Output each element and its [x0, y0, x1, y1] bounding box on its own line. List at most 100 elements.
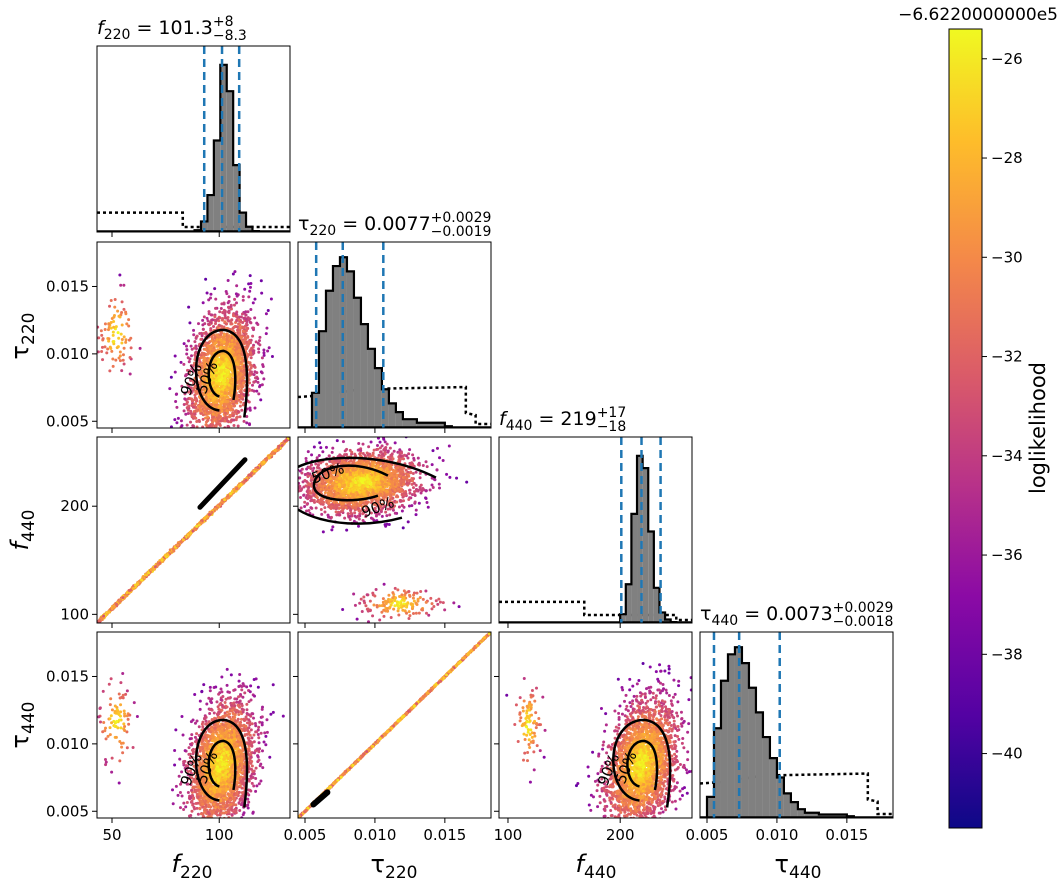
scatter-point	[226, 440, 229, 443]
scatter-point	[206, 352, 210, 356]
scatter-point	[179, 429, 182, 432]
scatter-point	[112, 325, 116, 329]
scatter-point	[321, 530, 325, 534]
scatter-point	[213, 287, 217, 291]
scatter-point	[185, 431, 188, 434]
scatter-point	[208, 448, 211, 451]
hist-bar	[318, 331, 326, 428]
scatter-point	[199, 337, 203, 341]
scatter-point	[118, 359, 122, 363]
scatter-point	[229, 440, 232, 443]
scatter-point	[258, 343, 262, 347]
hist-bar	[246, 226, 253, 232]
scatter-point	[214, 359, 218, 363]
scatter-point	[248, 371, 252, 375]
scatter-point	[200, 433, 203, 436]
scatter-point	[271, 450, 275, 454]
scatter-point	[116, 309, 120, 313]
scatter-point	[182, 402, 186, 406]
scatter-point	[239, 482, 243, 486]
scatter-point	[248, 289, 252, 293]
scatter-point	[193, 353, 197, 357]
scatter-point	[193, 430, 196, 433]
scatter-point	[185, 372, 189, 376]
scatter-point	[219, 333, 223, 337]
hist-bar	[213, 140, 221, 232]
hist-outline	[310, 256, 453, 428]
scatter-point	[199, 379, 203, 383]
scatter-point	[367, 445, 371, 449]
scatter-point	[197, 370, 201, 374]
scatter-point	[195, 524, 199, 528]
scatter-point	[245, 421, 249, 425]
scatter-point	[248, 317, 252, 321]
scatter-point	[215, 399, 219, 403]
scatter-point	[331, 446, 335, 450]
scatter-point	[233, 404, 237, 408]
scatter-point	[231, 401, 235, 405]
scatter-point	[331, 525, 335, 529]
scatter-point	[233, 270, 237, 274]
scatter-point	[110, 349, 114, 353]
scatter-point	[133, 583, 137, 587]
scatter-point	[195, 455, 198, 458]
scatter-point	[247, 378, 251, 382]
scatter-point	[239, 381, 243, 385]
hist-bar	[631, 513, 638, 623]
scatter-point	[256, 380, 260, 384]
scatter-point	[186, 390, 190, 394]
scatter-point	[190, 414, 194, 418]
scatter-point	[200, 449, 203, 452]
hist-bar	[353, 297, 361, 428]
scatter-point	[194, 390, 198, 394]
scatter-point	[231, 411, 235, 415]
scatter-point	[236, 356, 240, 360]
hist-panel-f220	[97, 46, 290, 232]
contour-50	[207, 349, 237, 401]
scatter-point	[180, 428, 183, 431]
scatter-point	[217, 381, 221, 385]
scatter-point	[217, 360, 221, 364]
scatter-point	[200, 474, 203, 477]
scatter-point	[397, 505, 401, 509]
scatter-point	[231, 442, 234, 445]
scatter-point	[97, 325, 100, 329]
scatter-point	[218, 446, 221, 449]
scatter-point	[258, 335, 262, 339]
scatter-point	[401, 526, 405, 530]
scatter-point	[213, 315, 217, 319]
scatter-point	[201, 417, 205, 421]
scatter-point	[226, 424, 230, 428]
scatter-point	[120, 311, 124, 315]
scatter-point	[107, 337, 111, 341]
scatter-point	[229, 303, 233, 307]
scatter-point	[213, 429, 216, 432]
scatter-point	[214, 374, 218, 378]
scatter-point	[129, 346, 133, 350]
hist-panel-tau440	[700, 632, 893, 818]
scatter-point	[252, 373, 256, 377]
scatter-point	[128, 372, 132, 376]
hist-bar	[416, 422, 445, 428]
prior-line	[700, 772, 893, 816]
scatter-point	[200, 334, 204, 338]
scatter-point	[257, 339, 261, 343]
scatter-point	[248, 320, 252, 324]
scatter-point	[205, 443, 208, 446]
scatter-point	[247, 473, 251, 477]
scatter-point	[238, 365, 242, 369]
hist-bar	[332, 266, 340, 428]
scatter-point	[190, 354, 194, 358]
hist-bar	[642, 468, 649, 623]
scatter-point	[244, 313, 248, 317]
scatter-point	[109, 326, 113, 330]
scatter-point	[218, 414, 222, 418]
scatter-point	[229, 363, 233, 367]
scatter-point	[122, 346, 126, 350]
scatter-point	[183, 429, 186, 432]
scatter-point	[210, 415, 214, 419]
scatter-point	[365, 506, 369, 510]
scatter-point	[199, 411, 203, 415]
scatter-point	[236, 377, 240, 381]
scatter-point	[120, 300, 124, 304]
